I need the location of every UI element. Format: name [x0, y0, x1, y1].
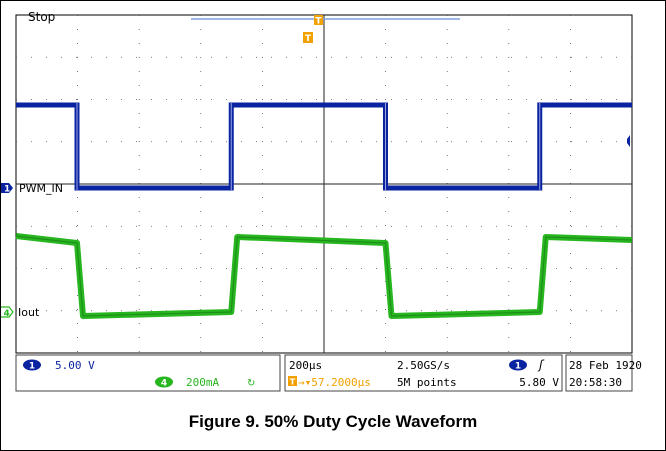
ch4-marker-number: 4 [4, 309, 10, 319]
ch1-badge[interactable]: 1 [23, 359, 41, 372]
ch4-label: Iout [18, 306, 40, 319]
ch4-ground-marker[interactable]: 4 [0, 306, 14, 319]
ch4-trace-core [15, 235, 633, 317]
delay-marker-icon: T [288, 376, 297, 387]
acquisition-state: Stop [28, 10, 55, 24]
ch4-badge[interactable]: 4 [155, 376, 173, 389]
figure-caption: Figure 9. 50% Duty Cycle Waveform [188, 412, 478, 431]
trigger-position-icon[interactable]: T [314, 15, 323, 27]
datetime-panel [565, 354, 633, 392]
ch1-ground-marker[interactable]: 1 [0, 183, 13, 195]
acquisition-time: 20:58:30 [569, 376, 622, 389]
delay-marker-label: T [290, 378, 296, 387]
ch1-marker-number: 1 [4, 185, 10, 195]
sample-rate: 2.50GS/s [397, 359, 450, 372]
record-length: 5M points [397, 376, 457, 389]
ch1-label: PWM_IN [19, 182, 63, 195]
ch1-waveform [16, 102, 632, 191]
trigger-source-number: 1 [515, 362, 521, 372]
ch1-scale: 5.00 V [55, 359, 95, 372]
trigger-marker-label: T [305, 34, 312, 44]
horizontal-delay: →▾57.2000µs [298, 376, 371, 389]
ch4-badge-number: 4 [161, 379, 167, 389]
graticule-grid [16, 15, 632, 353]
ch1-badge-number: 1 [29, 362, 35, 372]
timebase: 200µs [289, 359, 322, 372]
channel-scale-panel [15, 354, 281, 392]
acquisition-date: 28 Feb 1920 [569, 359, 642, 372]
ch4-waveform [15, 233, 633, 319]
trigger-level: 5.80 V [519, 376, 559, 389]
trigger-marker-icon[interactable]: T [303, 32, 313, 44]
trigger-level-icon[interactable] [627, 135, 630, 147]
ch4-scale: 200mA [186, 376, 219, 389]
bandwidth-limit-icon: ↻ [247, 378, 255, 389]
trigger-position-label: T [315, 17, 322, 27]
trigger-slope-icon: ʃ [537, 358, 545, 372]
trigger-source-badge[interactable]: 1 [509, 359, 527, 372]
